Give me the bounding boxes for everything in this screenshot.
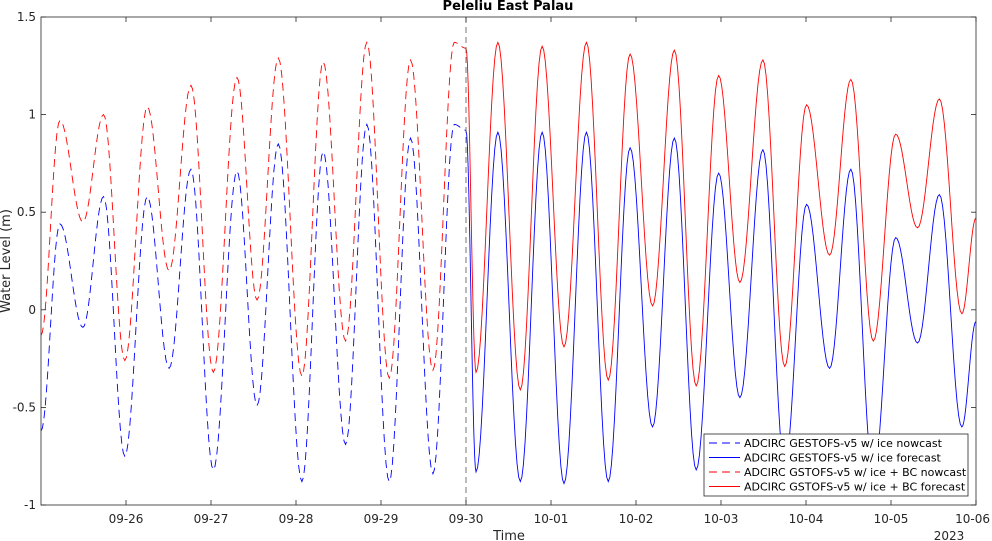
x-axis-year-label: 2023 — [934, 529, 965, 541]
legend-entry-label: ADCIRC GESTOFS-v5 w/ ice forecast — [744, 452, 942, 465]
y-tick-label: 0 — [28, 303, 36, 317]
y-axis-label: Water Level (m) — [0, 209, 14, 313]
legend-box — [703, 433, 969, 497]
x-tick-label: 10-06 — [955, 512, 990, 526]
y-tick-label: -0.5 — [13, 400, 36, 414]
legend-entry-label: ADCIRC GSTOFS-v5 w/ ice + BC nowcast — [744, 466, 967, 479]
x-axis-label: Time — [492, 529, 525, 541]
chart-title: Peleliu East Palau — [443, 0, 574, 14]
x-tick-label: 10-02 — [619, 512, 654, 526]
series-line-4 — [465, 41, 977, 392]
y-tick-label: 0.5 — [17, 205, 36, 219]
y-tick-label: 1 — [28, 108, 36, 122]
series-line-2 — [465, 130, 977, 485]
legend-entry-label: ADCIRC GESTOFS-v5 w/ ice nowcast — [744, 437, 943, 450]
series-line-3 — [40, 41, 467, 380]
y-tick-label: -1 — [24, 498, 36, 512]
axes-layer: -1 -0.5 0 0.5 1 1.5 09-26 09-27 09-28 09-29 09-30 1… — [13, 10, 990, 526]
x-tick-label: 10-01 — [534, 512, 569, 526]
x-tick-label: 09-29 — [364, 512, 399, 526]
x-tick-label: 09-26 — [109, 512, 144, 526]
legend: ADCIRC GESTOFS-v5 w/ ice nowcast ADCIRC G… — [703, 433, 969, 497]
legend-entry-label: ADCIRC GSTOFS-v5 w/ ice + BC forecast — [744, 481, 966, 494]
y-tick-label: 1.5 — [17, 10, 36, 24]
x-tick-label: 10-05 — [874, 512, 909, 526]
x-tick-label: 10-04 — [789, 512, 824, 526]
series-layer — [40, 41, 977, 485]
plot-area-frame — [40, 16, 977, 506]
x-tick-label: 09-30 — [449, 512, 484, 526]
x-tick-label: 09-27 — [194, 512, 229, 526]
x-tick-label: 10-03 — [704, 512, 739, 526]
x-tick-label: 09-28 — [279, 512, 314, 526]
series-line-1 — [40, 123, 467, 483]
